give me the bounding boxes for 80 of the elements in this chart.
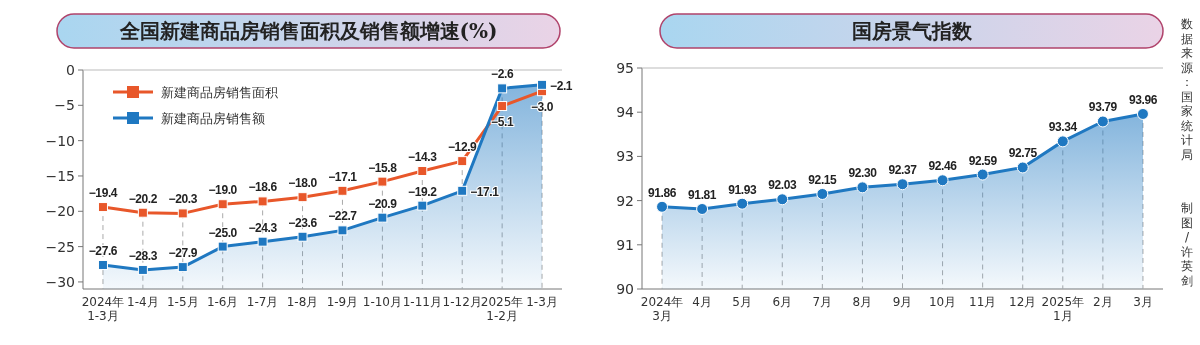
x-tick-label: 5月 <box>732 295 753 309</box>
y-tick-label: 91 <box>616 236 634 253</box>
data-label: −17.1 <box>470 184 500 199</box>
data-label: −19.2 <box>408 184 438 199</box>
x-tick-label: 1-5月 <box>166 295 199 309</box>
data-label: −3.0 <box>530 100 554 115</box>
legend-label: 新建商品房销售面积 <box>161 85 278 100</box>
data-label: −15.8 <box>368 160 398 175</box>
data-label: −24.3 <box>248 220 278 235</box>
data-label: −5.1 <box>491 115 514 130</box>
x-tick-label: 1-11月 <box>402 295 442 309</box>
data-label: −20.9 <box>368 196 398 211</box>
x-tick-label: 11月 <box>969 295 997 309</box>
data-label: −19.4 <box>88 186 118 201</box>
y-tick-label: −10 <box>45 132 75 149</box>
data-label: −28.3 <box>128 248 158 263</box>
data-label: 91.86 <box>648 185 677 200</box>
data-label: 92.75 <box>1008 146 1038 161</box>
data-label: −18.0 <box>288 176 318 191</box>
data-label: −22.7 <box>328 209 358 224</box>
x-tick-label: 12月 <box>1009 295 1037 309</box>
data-label: −17.1 <box>328 169 358 184</box>
x-tick-label: 2025年 1月 <box>1041 295 1085 323</box>
x-tick-label: 2024年 3月 <box>640 295 684 323</box>
x-tick-label: 1-7月 <box>246 295 279 309</box>
data-label: 91.93 <box>728 182 757 197</box>
y-tick-label: 95 <box>616 60 634 76</box>
data-label: −14.3 <box>408 150 438 165</box>
data-label: 93.34 <box>1048 120 1078 135</box>
data-label: 92.46 <box>928 159 958 174</box>
data-label: −25.0 <box>208 225 238 240</box>
x-tick-label: 7月 <box>812 295 833 309</box>
data-label: 92.59 <box>968 153 998 168</box>
y-tick-label: 90 <box>616 281 634 297</box>
x-tick-label: 8月 <box>852 295 873 309</box>
y-tick-label: 93 <box>616 148 634 165</box>
y-tick-label: 94 <box>616 104 635 121</box>
x-tick-label: 1-12月 <box>442 295 482 309</box>
x-tick-label: 2025年 1-2月 <box>480 295 524 323</box>
x-tick-label: 1-10月 <box>362 295 402 309</box>
data-label: 92.03 <box>768 178 798 193</box>
chart-title: 国房景气指数 <box>851 19 973 43</box>
data-label: −2.6 <box>491 67 514 82</box>
y-tick-label: 0 <box>66 62 75 78</box>
y-tick-label: −30 <box>45 273 75 290</box>
x-tick-label: 6月 <box>772 295 793 309</box>
data-label: 92.15 <box>808 172 838 187</box>
data-label: −23.6 <box>288 215 318 230</box>
x-tick-label: 1-6月 <box>206 295 239 309</box>
y-tick-label: 92 <box>616 192 634 209</box>
text: 制图/许英剑 <box>1181 201 1193 288</box>
x-tick-label: 2024年 1-3月 <box>81 295 125 323</box>
data-label: −18.6 <box>248 180 278 195</box>
x-tick-label: 1-4月 <box>127 295 159 309</box>
x-tick-label: 3月 <box>1133 295 1153 309</box>
x-tick-label: 9月 <box>892 295 913 309</box>
data-label: 93.79 <box>1088 100 1118 115</box>
y-tick-label: −15 <box>45 167 75 184</box>
data-label: −2.1 <box>550 78 573 93</box>
data-label: −27.9 <box>168 246 198 261</box>
data-label: 91.81 <box>688 188 717 202</box>
data-label: −20.3 <box>168 192 198 207</box>
data-label: −20.2 <box>128 191 158 206</box>
text: 数据来源：国家统计局 <box>1181 17 1193 162</box>
legend-label: 新建商品房销售额 <box>161 111 265 126</box>
x-tick-label: 4月 <box>692 295 712 309</box>
data-label: −27.6 <box>88 243 118 258</box>
x-tick-label: 1-9月 <box>326 295 359 309</box>
x-tick-label: 1-3月 <box>526 295 558 309</box>
y-tick-label: −5 <box>54 97 75 114</box>
chart-title: 全国新建商品房销售面积及销售额增速(%) <box>118 19 498 43</box>
data-label: 93.96 <box>1128 92 1158 107</box>
data-label: 92.37 <box>888 163 918 178</box>
x-tick-label: 2月 <box>1093 295 1113 309</box>
y-tick-label: −25 <box>45 238 75 255</box>
data-label: 92.30 <box>848 166 878 181</box>
data-label: −19.0 <box>208 183 238 198</box>
y-tick-label: −20 <box>45 203 75 220</box>
x-tick-label: 10月 <box>928 295 957 309</box>
x-tick-label: 1-8月 <box>286 295 319 309</box>
